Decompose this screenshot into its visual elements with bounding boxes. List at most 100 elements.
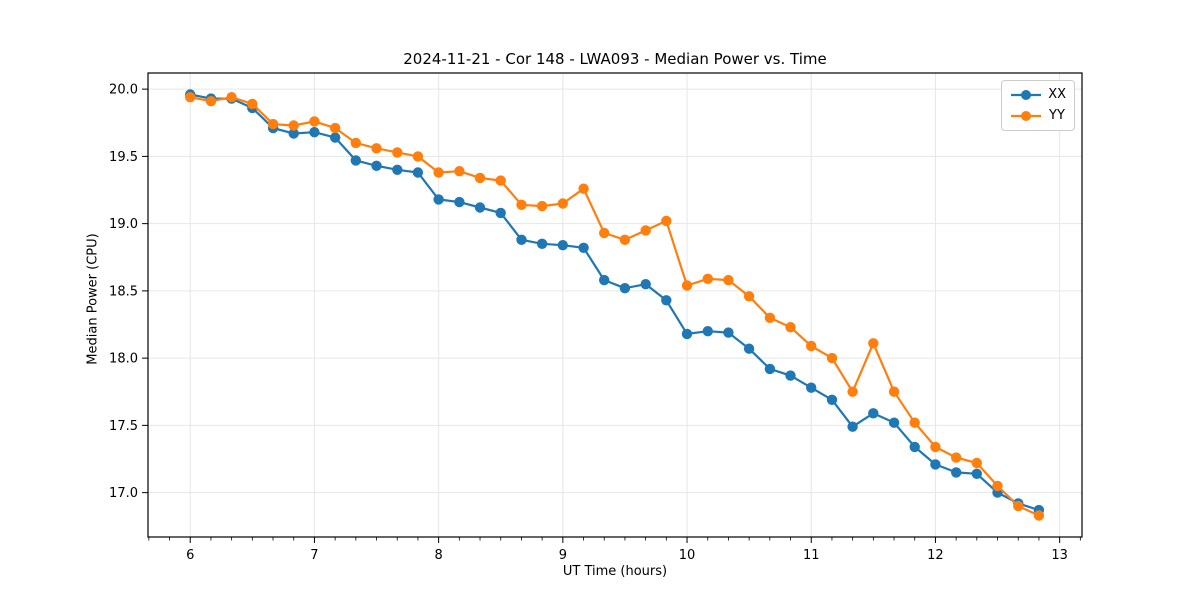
data-point-yy [536, 200, 548, 212]
y-tick-label: 20.0 [109, 83, 138, 98]
data-point-xx [681, 328, 693, 340]
legend-item-yy: YY [1010, 107, 1066, 125]
data-point-yy [723, 274, 734, 286]
data-point-yy [226, 92, 237, 103]
data-point-yy [185, 92, 196, 103]
data-point-yy [516, 199, 527, 210]
data-point-yy [888, 386, 900, 397]
data-point-xx [785, 370, 796, 381]
data-point-xx [951, 467, 962, 478]
legend-label-xx: XX [1048, 87, 1066, 102]
data-point-yy [992, 480, 1003, 492]
data-point-yy [785, 322, 796, 333]
data-point-yy [930, 441, 941, 453]
data-point-xx [516, 234, 527, 245]
chart-title: 2024-11-21 - Cor 148 - LWA093 - Median P… [403, 50, 827, 68]
data-point-yy [495, 175, 506, 186]
data-point-yy [764, 312, 776, 323]
data-point-yy [599, 227, 610, 239]
y-tick-label: 19.0 [109, 217, 138, 232]
data-point-yy [681, 280, 693, 291]
data-point-yy [288, 120, 299, 131]
data-point-xx [495, 207, 506, 219]
data-point-xx [764, 363, 776, 375]
data-point-yy [619, 234, 631, 245]
data-point-xx [371, 160, 382, 171]
data-point-xx [288, 128, 299, 139]
data-point-yy [433, 167, 444, 178]
data-point-xx [971, 468, 982, 479]
data-point-xx [330, 132, 341, 143]
data-point-xx [661, 295, 672, 306]
legend-marker-xx-icon [1011, 90, 1041, 100]
y-tick-label: 18.5 [109, 284, 138, 299]
data-point-xx [578, 242, 589, 253]
x-tick-label: 7 [310, 548, 318, 563]
data-point-yy [578, 183, 589, 194]
data-point-yy [330, 122, 341, 134]
data-point-xx [847, 421, 858, 432]
y-axis-label: Median Power (CPU) [85, 233, 101, 365]
plot-frame [147, 72, 1083, 538]
data-point-xx [888, 417, 900, 428]
y-tick-label: 18.0 [109, 352, 138, 367]
data-point-yy [702, 273, 713, 284]
legend: XX YY [1001, 80, 1075, 131]
series-line-yy [189, 96, 1040, 517]
data-point-yy [909, 417, 920, 428]
legend-label-yy: YY [1049, 108, 1065, 123]
data-point-xx [619, 283, 631, 294]
x-tick-label: 13 [1051, 548, 1068, 563]
data-point-xx [930, 459, 941, 470]
data-point-xx [806, 382, 817, 393]
data-point-xx [392, 164, 403, 175]
data-point-xx [557, 240, 568, 251]
y-tick-label: 17.0 [109, 486, 138, 501]
y-tick-label: 17.5 [109, 419, 138, 434]
data-point-xx [743, 343, 755, 354]
data-point-xx [702, 326, 713, 337]
data-point-xx [433, 194, 444, 205]
data-point-yy [951, 452, 962, 463]
x-axis-label: UT Time (hours) [562, 564, 668, 579]
data-point-yy [205, 96, 217, 107]
data-point-yy [661, 215, 672, 227]
data-point-yy [1013, 500, 1024, 512]
x-tick-label: 11 [803, 548, 820, 563]
data-point-yy [474, 172, 486, 184]
x-tick-label: 12 [927, 548, 944, 563]
data-point-yy [267, 118, 279, 130]
data-point-yy [868, 338, 879, 349]
data-point-xx [474, 202, 486, 213]
x-tick-label: 8 [434, 548, 442, 563]
x-tick-label: 9 [559, 548, 567, 563]
data-point-xx [868, 408, 879, 419]
data-point-xx [640, 279, 651, 290]
data-point-xx [350, 155, 361, 166]
data-point-yy [454, 166, 465, 177]
data-point-xx [454, 196, 465, 208]
x-tick-label: 10 [679, 548, 696, 563]
legend-marker-yy-icon [1011, 111, 1041, 121]
data-point-yy [826, 352, 838, 364]
data-point-xx [599, 274, 610, 286]
data-point-yy [371, 143, 382, 154]
x-tick-label: 6 [186, 548, 194, 563]
data-point-yy [412, 151, 424, 162]
data-point-xx [909, 441, 920, 453]
data-point-xx [412, 167, 424, 178]
data-point-yy [557, 198, 568, 209]
data-point-xx [309, 127, 320, 138]
data-point-yy [640, 225, 651, 236]
data-point-yy [971, 457, 982, 469]
legend-item-xx: XX [1010, 86, 1066, 104]
data-point-yy [350, 137, 361, 149]
data-point-xx [536, 238, 548, 249]
data-point-yy [743, 291, 755, 302]
data-point-xx [826, 394, 838, 405]
data-point-yy [392, 147, 403, 158]
data-point-yy [806, 340, 817, 352]
data-point-xx [723, 327, 734, 338]
